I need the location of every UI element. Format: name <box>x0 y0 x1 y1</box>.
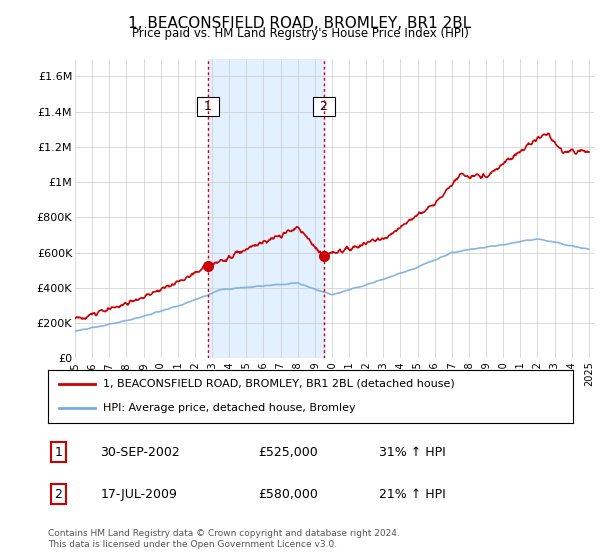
Text: 1: 1 <box>200 100 215 113</box>
Text: 2: 2 <box>55 488 62 501</box>
Text: HPI: Average price, detached house, Bromley: HPI: Average price, detached house, Brom… <box>103 403 356 413</box>
Text: 1, BEACONSFIELD ROAD, BROMLEY, BR1 2BL (detached house): 1, BEACONSFIELD ROAD, BROMLEY, BR1 2BL (… <box>103 379 455 389</box>
Text: 21% ↑ HPI: 21% ↑ HPI <box>379 488 445 501</box>
Text: 31% ↑ HPI: 31% ↑ HPI <box>379 446 445 459</box>
Text: 1: 1 <box>55 446 62 459</box>
Text: 17-JUL-2009: 17-JUL-2009 <box>101 488 178 501</box>
Text: £525,000: £525,000 <box>258 446 318 459</box>
Text: £580,000: £580,000 <box>258 488 318 501</box>
Bar <box>208 59 324 358</box>
Text: Price paid vs. HM Land Registry's House Price Index (HPI): Price paid vs. HM Land Registry's House … <box>131 27 469 40</box>
Text: 30-SEP-2002: 30-SEP-2002 <box>101 446 180 459</box>
Text: 1, BEACONSFIELD ROAD, BROMLEY, BR1 2BL: 1, BEACONSFIELD ROAD, BROMLEY, BR1 2BL <box>128 16 472 31</box>
Text: Contains HM Land Registry data © Crown copyright and database right 2024.
This d: Contains HM Land Registry data © Crown c… <box>48 529 400 549</box>
Text: 2: 2 <box>316 100 332 113</box>
